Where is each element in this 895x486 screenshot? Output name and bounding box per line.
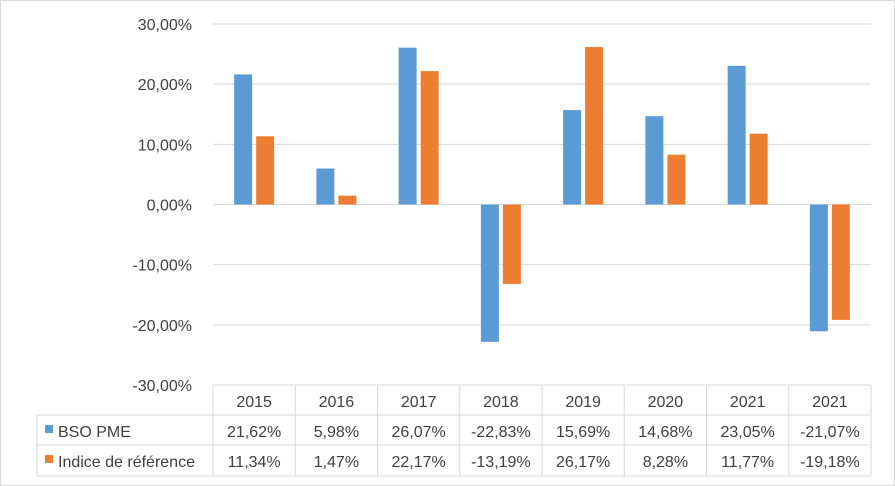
data-label: 26,17% xyxy=(556,454,610,471)
legend-key xyxy=(45,455,53,463)
x-tick-label: 2018 xyxy=(483,394,519,411)
data-label: 23,05% xyxy=(720,424,774,441)
bar-bso-pme xyxy=(398,47,417,205)
y-tick-label: -20,00% xyxy=(132,318,192,335)
data-label: 1,47% xyxy=(314,454,359,471)
data-label: -21,07% xyxy=(800,424,860,441)
x-tick-label: 2021 xyxy=(730,394,766,411)
bar-bso-pme xyxy=(645,116,664,205)
legend-label: BSO PME xyxy=(58,424,131,441)
y-tick-label: -30,00% xyxy=(132,378,192,395)
data-table: 2015 2016 2017 2018 2019 2020 2021 2021 BSO PME 2… xyxy=(36,384,872,477)
y-tick-label: -10,00% xyxy=(132,258,192,275)
bar-bso-pme xyxy=(809,204,828,332)
x-tick-label: 2015 xyxy=(236,394,272,411)
bars xyxy=(234,47,850,342)
gridlines xyxy=(213,23,871,326)
data-label: 14,68% xyxy=(638,424,692,441)
data-label: -19,18% xyxy=(800,454,860,471)
y-axis-tick-labels: 30,00% 20,00% 10,00% 0,00% -10,00% -20,00% -30… xyxy=(132,17,192,395)
data-label: -13,19% xyxy=(471,454,531,471)
data-label: 26,07% xyxy=(391,424,445,441)
data-label: -22,83% xyxy=(471,424,531,441)
bar-indice-reference xyxy=(338,195,357,205)
legend-key xyxy=(45,425,53,433)
bar-indice-reference xyxy=(256,136,275,205)
data-label: 8,28% xyxy=(643,454,688,471)
bar-bso-pme xyxy=(480,204,499,342)
y-tick-label: 0,00% xyxy=(147,198,192,215)
data-label: 11,77% xyxy=(721,454,774,471)
bar-bso-pme xyxy=(234,74,253,205)
bar-indice-reference xyxy=(749,133,768,205)
x-tick-label: 2020 xyxy=(648,394,684,411)
x-tick-label: 2021 xyxy=(812,394,848,411)
y-tick-label: 30,00% xyxy=(138,17,192,34)
data-label: 11,34% xyxy=(228,454,281,471)
y-tick-label: 10,00% xyxy=(138,137,192,154)
data-label: 21,62% xyxy=(227,424,281,441)
x-tick-label: 2017 xyxy=(401,394,437,411)
x-tick-label: 2019 xyxy=(565,394,601,411)
bar-bso-pme xyxy=(316,168,335,205)
bar-bso-pme xyxy=(727,65,746,205)
bar-indice-reference xyxy=(831,204,850,320)
bar-indice-reference xyxy=(585,47,604,205)
y-tick-label: 20,00% xyxy=(138,77,192,94)
data-label: 5,98% xyxy=(314,424,359,441)
data-label: 22,17% xyxy=(391,454,445,471)
bar-indice-reference xyxy=(667,154,686,205)
legend-label: Indice de référence xyxy=(58,454,195,471)
bar-indice-reference xyxy=(420,71,439,205)
data-label: 15,69% xyxy=(556,424,610,441)
x-tick-label: 2016 xyxy=(319,394,355,411)
bar-bso-pme xyxy=(563,110,582,205)
bar-indice-reference xyxy=(502,204,521,284)
